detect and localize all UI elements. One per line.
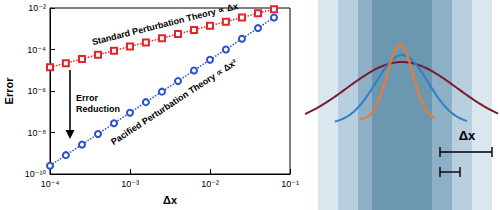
svg-text:Standard Perturbation Theory ∝: Standard Perturbation Theory ∝ Δx	[91, 0, 239, 48]
svg-text:Error: Error	[3, 77, 15, 105]
svg-text:10⁻¹: 10⁻¹	[281, 179, 299, 189]
svg-text:10⁻²: 10⁻²	[28, 3, 46, 13]
svg-text:Error: Error	[76, 93, 101, 103]
svg-text:Pacified Perturbation Theory ∝: Pacified Perturbation Theory ∝ Δx²	[109, 57, 239, 147]
svg-text:10⁻⁴: 10⁻⁴	[27, 45, 46, 55]
svg-text:10⁻²: 10⁻²	[201, 179, 219, 189]
svg-text:10⁻⁴: 10⁻⁴	[41, 179, 60, 189]
svg-text:10⁻³: 10⁻³	[121, 179, 139, 189]
svg-text:Reduction: Reduction	[76, 104, 120, 114]
svg-text:Δx: Δx	[459, 128, 476, 143]
svg-text:10⁻¹⁰: 10⁻¹⁰	[25, 169, 47, 179]
svg-text:10⁻⁸: 10⁻⁸	[27, 128, 46, 138]
svg-text:Δx: Δx	[163, 194, 178, 206]
svg-text:10⁻⁶: 10⁻⁶	[28, 86, 47, 96]
